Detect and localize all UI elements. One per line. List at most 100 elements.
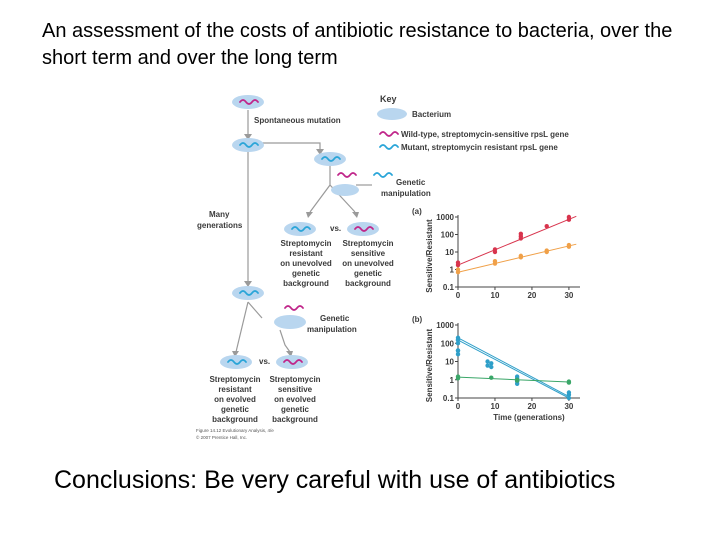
vs-label: vs. (330, 224, 341, 233)
y-tick-label: 0.1 (443, 283, 455, 292)
vs-label: vs. (259, 357, 270, 366)
data-point (492, 258, 498, 264)
wild-type-gene (239, 99, 259, 105)
key-bacterium-cell (377, 108, 407, 120)
panel-label: (a) (412, 207, 422, 216)
y-tick-label: 1 (450, 376, 455, 385)
fit-line (457, 339, 570, 399)
bacterium-cell (314, 152, 346, 166)
data-point (489, 361, 494, 366)
fit-line (457, 215, 577, 266)
data-point (492, 247, 498, 252)
data-point (566, 390, 572, 395)
x-tick-label: 20 (527, 402, 536, 411)
x-tick-label: 20 (527, 291, 536, 300)
data-point (455, 348, 461, 353)
y-tick-label: 1 (450, 266, 455, 275)
genetic-manipulation-label: manipulation (381, 189, 431, 198)
group-label-line: sensitive (351, 249, 386, 258)
y-tick-label: 10 (445, 248, 454, 257)
arrowhead (352, 212, 359, 218)
data-point (485, 359, 490, 364)
key-mutant-label: Mutant, streptomycin resistant rpsL gene (401, 143, 558, 152)
key-title: Key (380, 94, 397, 104)
chart-panel-a: (a) 0.1 1 10 100 1000 0 10 20 30 Sensitive/Resista… (412, 207, 580, 300)
y-axis-label: Sensitive/Resistant (425, 219, 434, 293)
fit-line (457, 337, 570, 397)
data-point (489, 375, 494, 380)
arrow-to-mutant (262, 142, 321, 150)
y-tick-label: 1000 (436, 213, 454, 222)
mutant-gene (373, 172, 393, 178)
y-tick-label: 1000 (436, 321, 454, 330)
mutant-gene (321, 156, 341, 162)
x-tick-label: 0 (456, 402, 461, 411)
left-group-evolved: Streptomycin resistant on evolved geneti… (209, 375, 260, 424)
key-bacterium-label: Bacterium (412, 110, 451, 119)
group-label-line: Streptomycin (280, 239, 331, 248)
x-tick-label: 30 (564, 291, 573, 300)
data-point (485, 363, 490, 368)
panel-label: (b) (412, 315, 423, 324)
data-point (566, 214, 572, 220)
data-point (566, 242, 572, 248)
diagram-labels: Spontaneous mutation Genetic manipulatio… (196, 116, 431, 440)
wild-type-gene (337, 172, 357, 178)
arrow-split-2c (279, 329, 291, 353)
group-label-line: resistant (218, 385, 252, 394)
arrowhead (316, 149, 324, 155)
data-point (566, 395, 572, 401)
arrowhead (244, 281, 252, 287)
fit-line (457, 376, 569, 383)
key-wild-type-label: Wild-type, streptomycin-sensitive rpsL g… (401, 130, 569, 139)
data-point (544, 223, 549, 229)
y-tick-label: 100 (441, 231, 455, 240)
data-point (566, 379, 572, 384)
arrow-split-2a (235, 301, 249, 353)
group-label-line: Streptomycin (342, 239, 393, 248)
slide-title: An assessment of the costs of antibiotic… (42, 20, 673, 69)
chart-panel-b: (b) 0.1 1 10 100 1000 0 10 20 30 Sensitive/Resista… (412, 315, 580, 422)
group-label-line: background (345, 279, 391, 288)
bacteria-cells (220, 95, 407, 369)
group-label-line: background (272, 415, 318, 424)
group-label-line: background (283, 279, 329, 288)
right-group-evolved: Streptomycin sensitive on evolved geneti… (269, 375, 320, 424)
mutant-gene (227, 359, 247, 365)
group-label-line: genetic (281, 405, 310, 414)
x-tick-label: 10 (491, 402, 500, 411)
bacterium-cell (232, 138, 264, 152)
bacterium-cell (220, 355, 252, 369)
bacterium-cell (284, 222, 316, 236)
y-axis-label: Sensitive/Resistant (425, 328, 434, 402)
group-label-line: resistant (289, 249, 323, 258)
figure-credit: Figure 14.12 Evolutionary Analysis, 4/e (196, 428, 274, 433)
wild-type-gene (354, 226, 374, 232)
bacterium-cell (347, 222, 379, 236)
arrowhead (244, 134, 252, 140)
data-point (455, 337, 461, 343)
mutant-gene (291, 226, 311, 232)
group-label-line: on unevolved (280, 259, 332, 268)
data-point (455, 376, 461, 381)
group-label-line: on evolved (274, 395, 316, 404)
group-label-line: genetic (292, 269, 321, 278)
right-group-unevolved: Streptomycin sensitive on unevolved gene… (342, 239, 394, 288)
data-point (455, 341, 461, 346)
bacterium-cell (276, 355, 308, 369)
wild-type-gene (284, 305, 304, 311)
data-point (455, 260, 461, 265)
group-label-line: sensitive (278, 385, 313, 394)
flow-arrows (235, 110, 372, 353)
arrowhead (306, 212, 313, 218)
many-generations-label: generations (197, 221, 243, 230)
conclusion-text: Conclusions: Be very careful with use of… (54, 466, 616, 494)
data-point (455, 267, 461, 272)
group-label-line: genetic (354, 269, 383, 278)
key-mutant-gene (379, 144, 399, 150)
group-label-line: genetic (221, 405, 250, 414)
y-tick-label: 0.1 (443, 394, 455, 403)
genetic-manipulation-label: Genetic (396, 178, 426, 187)
figure-credit: © 2007 Prentice Hall, Inc. (196, 434, 247, 440)
left-group-unevolved: Streptomycin resistant on unevolved gene… (280, 239, 332, 288)
